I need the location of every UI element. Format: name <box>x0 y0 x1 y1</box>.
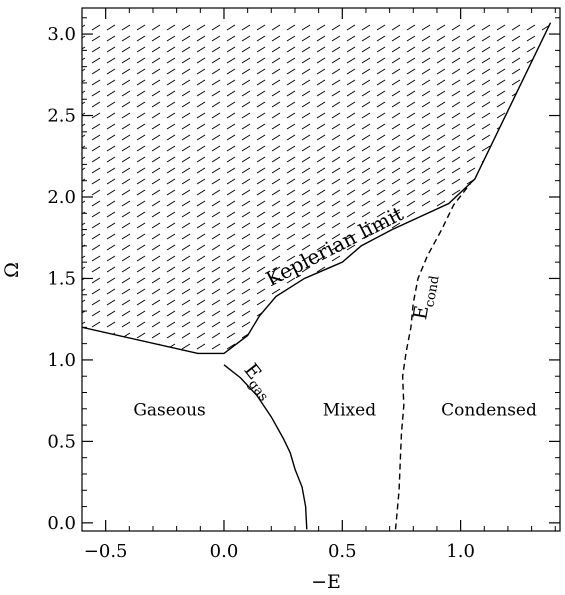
x-tick-label: 0.5 <box>328 541 357 562</box>
y-tick-label: 3.0 <box>47 24 76 45</box>
x-tick-label: −0.5 <box>84 541 128 562</box>
annotation-econd-subscript: cond <box>422 274 442 308</box>
y-tick-label: 2.0 <box>47 187 76 208</box>
y-tick-label: 1.0 <box>47 350 76 371</box>
plot-frame <box>81 7 561 532</box>
annotation-egas-subscript: gas <box>245 377 271 404</box>
x-tick-label: 0.0 <box>210 541 239 562</box>
annotation-condensed: Condensed <box>441 400 537 420</box>
y-tick-label: 0.0 <box>47 513 76 534</box>
y-axis-label: Ω <box>1 262 23 278</box>
y-tick-label: 1.5 <box>47 268 76 289</box>
series-line-e-cond <box>394 183 471 530</box>
x-tick-label: 1.0 <box>446 541 475 562</box>
y-tick-label: 0.5 <box>47 431 76 452</box>
x-axis-label: −E <box>311 571 341 593</box>
annotation-gaseous: Gaseous <box>133 400 205 420</box>
y-tick-label: 2.5 <box>47 106 76 127</box>
series-line-e-gas <box>223 364 308 530</box>
hatched-region <box>82 22 551 354</box>
annotation-egas: Egas <box>236 359 279 404</box>
series-line-keplerian-limit <box>82 22 552 355</box>
annotation-mixed: Mixed <box>323 400 376 420</box>
